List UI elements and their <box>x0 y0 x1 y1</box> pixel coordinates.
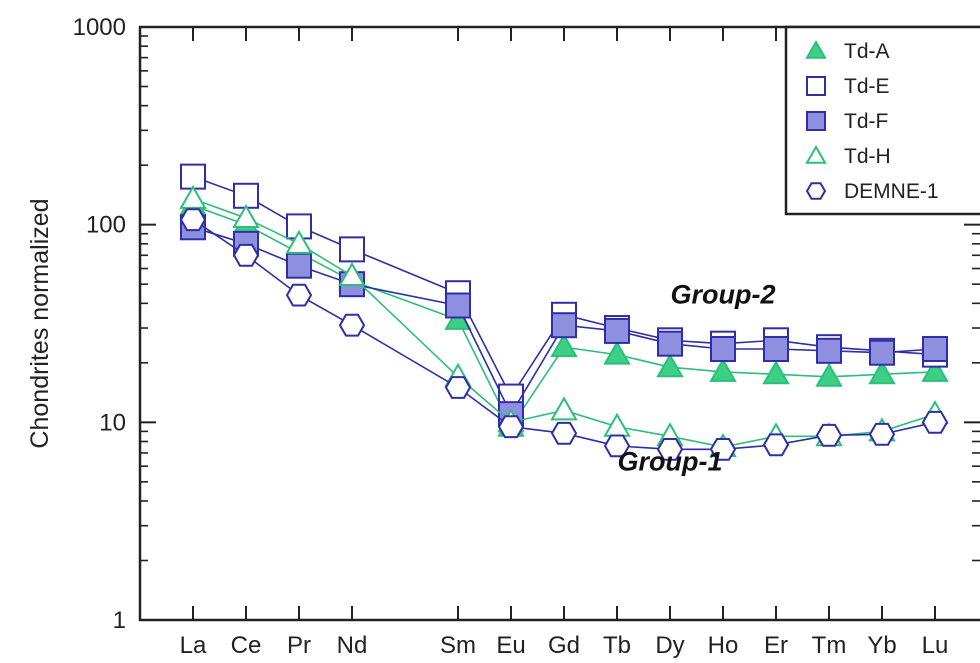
legend-marker-td-h <box>805 144 827 164</box>
x-tick-label-tb: Tb <box>603 632 631 659</box>
data-point-td-h-pr <box>285 229 313 254</box>
data-point-demne-1-er <box>762 433 790 457</box>
x-tick-label-er: Er <box>764 632 788 659</box>
data-point-td-a-tm <box>815 362 843 387</box>
data-point-td-h-nd <box>338 261 366 286</box>
annotation-group-1: Group-1 <box>618 447 723 477</box>
data-point-td-e-nd <box>339 236 365 263</box>
y-tick-label: 10 <box>99 409 126 436</box>
data-point-demne-1-pr <box>285 283 313 307</box>
data-point-td-f-gd <box>551 312 577 339</box>
legend-label-td-h: Td-H <box>844 145 891 168</box>
data-point-demne-1-yb <box>868 422 896 446</box>
x-tick-label-nd: Nd <box>337 632 368 659</box>
data-point-td-f-ho <box>710 335 736 362</box>
data-point-demne-1-nd <box>338 313 366 337</box>
data-point-td-f-er <box>763 335 789 362</box>
legend-label-td-e: Td-E <box>844 75 890 98</box>
data-point-demne-1-dy <box>656 438 684 461</box>
x-tick-label-ce: Ce <box>231 632 262 659</box>
data-point-td-a-tb <box>603 340 631 365</box>
data-point-td-f-lu <box>922 335 948 362</box>
x-tick-label-dy: Dy <box>655 632 684 659</box>
data-point-td-f-tb <box>604 317 630 344</box>
data-point-td-f-yb <box>869 339 895 366</box>
data-point-demne-1-sm <box>444 376 472 399</box>
data-point-td-a-lu <box>921 357 949 382</box>
x-tick-label-pr: Pr <box>287 632 311 659</box>
x-tick-label-yb: Yb <box>867 632 896 659</box>
plot-frame <box>138 25 980 622</box>
data-point-demne-1-eu <box>497 415 525 439</box>
x-tick-label-eu: Eu <box>496 632 525 659</box>
data-point-td-a-er <box>762 360 790 385</box>
data-point-td-a-gd <box>550 333 578 358</box>
data-point-td-f-tm <box>816 337 842 364</box>
data-point-demne-1-tm <box>815 423 843 447</box>
data-point-demne-1-lu <box>921 410 949 434</box>
data-point-td-h-gd <box>550 396 578 421</box>
legend-label-demne-1: DEMNE-1 <box>844 180 939 203</box>
y-axis-label: Chondrites normalized <box>26 198 54 448</box>
legend-marker-td-e <box>806 76 826 96</box>
legend-label-td-f: Td-F <box>844 110 888 133</box>
data-point-demne-1-tb <box>603 434 631 458</box>
data-point-demne-1-la <box>179 208 207 232</box>
x-tick-label-lu: Lu <box>922 632 949 659</box>
data-point-td-f-dy <box>657 330 683 357</box>
data-point-td-f-sm <box>445 292 471 319</box>
x-tick-label-sm: Sm <box>440 632 476 659</box>
legend-marker-demne-1 <box>805 182 827 200</box>
legend-marker-td-f <box>806 111 826 131</box>
annotation-group-2: Group-2 <box>671 279 776 309</box>
x-tick-label-ho: Ho <box>708 632 739 659</box>
y-tick-label: 1 <box>113 607 126 634</box>
data-point-td-h-la <box>179 184 207 209</box>
series-demne-1 <box>179 208 949 461</box>
data-point-demne-1-ce <box>232 243 260 267</box>
data-point-td-h-tb <box>603 412 631 437</box>
x-tick-label-gd: Gd <box>548 632 580 659</box>
x-tick-label-la: La <box>180 632 207 659</box>
legend-marker-td-a <box>805 39 827 59</box>
data-point-td-a-yb <box>868 360 896 385</box>
legend-label-td-a: Td-A <box>844 40 890 63</box>
data-point-td-h-ce <box>232 204 260 229</box>
data-point-td-a-ho <box>709 357 737 382</box>
y-tick-label: 100 <box>86 212 126 239</box>
data-point-demne-1-gd <box>550 421 578 445</box>
data-point-demne-1-ho <box>709 438 737 461</box>
y-tick-label: 1000 <box>73 14 126 41</box>
data-point-td-f-pr <box>286 252 312 279</box>
data-point-td-a-dy <box>656 353 684 378</box>
x-tick-label-tm: Tm <box>812 632 847 659</box>
